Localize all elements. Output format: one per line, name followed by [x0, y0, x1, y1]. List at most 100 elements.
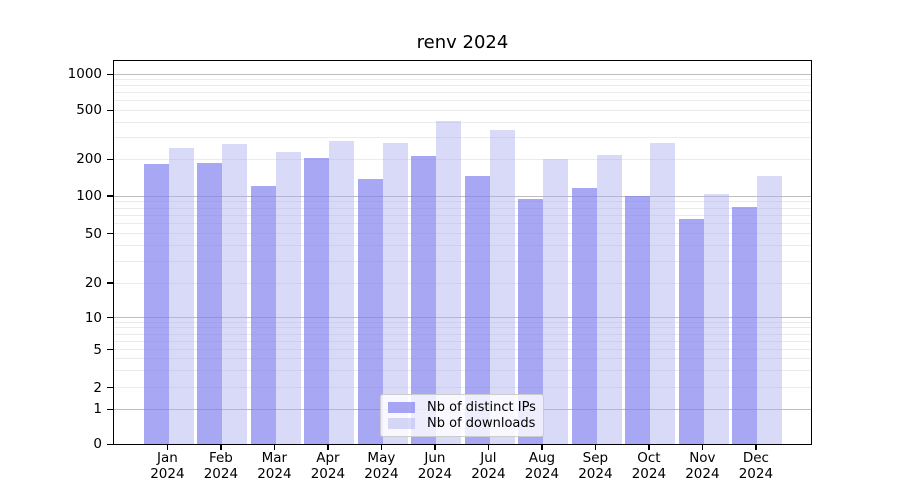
- gridline-minor: [114, 137, 811, 139]
- y-tick-label: 1000: [67, 66, 102, 83]
- legend: Nb of distinct IPs Nb of downloads: [380, 394, 544, 437]
- gridline-minor: [114, 158, 811, 160]
- x-tick-label-month: Jun: [424, 450, 446, 466]
- x-tick-label: Apr 2024: [298, 450, 358, 482]
- x-tick-label-month: Dec: [742, 450, 769, 466]
- x-tick-label-month: Nov: [689, 450, 716, 466]
- x-tick-label: Aug 2024: [512, 450, 572, 482]
- x-tick-label-year: 2024: [150, 466, 185, 482]
- gridline-minor: [114, 201, 811, 203]
- bar-distinct-ips-oct: [625, 195, 651, 444]
- y-axis-tick: [107, 109, 114, 111]
- bar-downloads-jan: [168, 148, 194, 444]
- x-axis-tick: [648, 444, 650, 450]
- x-tick-label-year: 2024: [417, 466, 453, 482]
- y-tick-label: 1: [93, 401, 102, 418]
- gridline-minor: [114, 333, 811, 335]
- x-tick-label: Jul 2024: [458, 450, 518, 482]
- gridline-minor: [114, 321, 811, 323]
- bar-downloads-nov: [703, 194, 729, 444]
- gridline-minor: [114, 85, 811, 87]
- x-tick-label: Nov 2024: [672, 450, 732, 482]
- x-tick-label-month: Sep: [582, 450, 609, 466]
- y-axis-tick: [107, 195, 114, 197]
- chart-title: renv 2024: [416, 32, 509, 53]
- y-tick-label: 2: [93, 379, 102, 396]
- x-tick-label-month: Jul: [480, 450, 497, 466]
- gridline-minor: [114, 340, 811, 342]
- gridline-minor: [114, 207, 811, 209]
- x-tick-label-month: Jan: [156, 450, 178, 466]
- bar-downloads-oct: [650, 143, 676, 444]
- x-tick-label-month: Aug: [528, 450, 556, 466]
- gridline-minor: [114, 109, 811, 111]
- bar-downloads-dec: [757, 176, 783, 444]
- x-tick-label-year: 2024: [685, 466, 720, 482]
- x-tick-label-year: 2024: [578, 466, 613, 482]
- y-axis-tick: [107, 73, 114, 75]
- y-tick-label: 200: [76, 151, 102, 168]
- x-tick-label-year: 2024: [471, 466, 506, 482]
- x-axis-tick: [594, 444, 597, 450]
- x-axis-tick: [166, 444, 169, 450]
- x-tick-label: Jun 2024: [405, 450, 465, 482]
- y-axis-tick: [107, 158, 114, 160]
- gridline-minor: [114, 223, 811, 225]
- x-tick-label: May 2024: [351, 450, 411, 482]
- x-tick-label: Feb 2024: [191, 450, 251, 482]
- x-tick-label-year: 2024: [524, 466, 560, 482]
- gridline-minor: [114, 349, 811, 350]
- y-axis-tick: [107, 408, 114, 410]
- x-tick-label-month: May: [367, 450, 396, 466]
- gridline-minor: [114, 358, 811, 360]
- bar-downloads-may: [382, 143, 408, 444]
- bar-distinct-ips-may: [357, 178, 383, 444]
- x-tick-label-month: Mar: [261, 450, 288, 466]
- x-tick-label: Jan 2024: [137, 450, 197, 482]
- gridline-minor: [114, 92, 811, 94]
- x-axis-tick: [327, 444, 329, 450]
- y-tick-label: 50: [84, 225, 102, 242]
- bar-distinct-ips-feb: [197, 162, 223, 444]
- gridline-major: [114, 73, 811, 75]
- bar-distinct-ips-jan: [143, 164, 169, 444]
- legend-item-distinct-ips: Nb of distinct IPs: [387, 400, 537, 415]
- gridline-minor: [114, 387, 811, 389]
- gridline-minor: [114, 260, 811, 262]
- x-tick-label: Mar 2024: [244, 450, 304, 482]
- gridline-minor: [114, 100, 811, 102]
- legend-label: Nb of distinct IPs: [427, 399, 536, 415]
- gridline-minor: [114, 282, 811, 284]
- gridline-minor: [114, 79, 811, 81]
- legend-item-downloads: Nb of downloads: [387, 416, 537, 431]
- x-tick-label: Sep 2024: [565, 450, 625, 482]
- y-axis-tick: [107, 443, 114, 445]
- bar-distinct-ips-dec: [732, 207, 758, 444]
- gridline-minor: [114, 327, 811, 329]
- y-axis-tick: [107, 316, 114, 319]
- legend-swatch-distinct-ips: [388, 401, 415, 413]
- x-tick-label-month: Feb: [208, 450, 233, 466]
- bar-distinct-ips-sep: [571, 188, 597, 444]
- bar-distinct-ips-apr: [304, 157, 330, 444]
- x-tick-label-year: 2024: [310, 466, 346, 482]
- gridline-major: [114, 317, 811, 318]
- x-tick-label-year: 2024: [203, 466, 239, 482]
- x-axis-tick: [541, 444, 543, 450]
- gridline-minor: [114, 121, 811, 123]
- y-tick-label: 0: [93, 436, 102, 453]
- gridline-minor: [114, 245, 811, 247]
- y-tick-label: 100: [76, 188, 102, 204]
- legend-label: Nb of downloads: [427, 416, 536, 432]
- x-axis-tick: [701, 444, 704, 450]
- bar-downloads-apr: [329, 141, 355, 444]
- gridline-minor: [114, 214, 811, 216]
- bar-downloads-jul: [489, 130, 515, 444]
- bar-downloads-mar: [275, 152, 301, 444]
- y-tick-label: 20: [84, 275, 102, 291]
- y-axis-tick: [107, 282, 114, 284]
- y-axis-tick: [107, 232, 114, 235]
- y-axis-tick: [107, 348, 114, 351]
- x-tick-label: Dec 2024: [726, 450, 786, 482]
